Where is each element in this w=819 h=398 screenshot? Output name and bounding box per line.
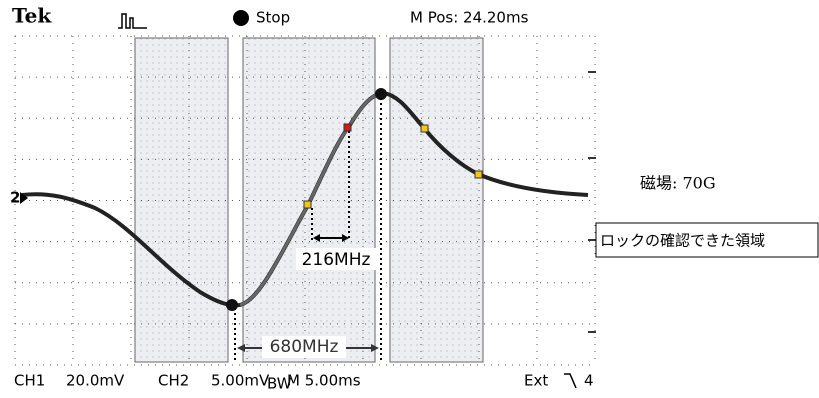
channel-marker: 2 [10, 189, 20, 207]
trace-point [226, 299, 238, 311]
screen: 216MHz 680MHz 2 Tek Stop M Pos: 24.20ms … [0, 0, 819, 394]
edge-ticks [588, 72, 596, 332]
acq-icon [118, 14, 147, 28]
ch2-scale: 5.00mV [211, 372, 270, 390]
span-label: 216MHz [302, 250, 371, 270]
run-indicator [233, 10, 249, 26]
marker-point [421, 125, 428, 132]
marker-point [304, 201, 311, 208]
ch1: CH1 [14, 372, 45, 390]
region [390, 38, 483, 362]
trigger-level: 4 [584, 372, 594, 390]
brand: Tek [12, 4, 52, 28]
timebase: M 5.00ms [287, 372, 361, 390]
position: M Pos: 24.20ms [410, 9, 529, 27]
run-state: Stop [256, 9, 290, 27]
ch2: CH2 [158, 372, 189, 390]
marker-point [475, 171, 482, 178]
marker-point [344, 124, 351, 131]
lock-note: ロックの確認できた領域 [600, 232, 765, 250]
trigger-slope [564, 374, 576, 388]
ch1-scale: 20.0mV [66, 372, 125, 390]
field-note: 磁場: 70G [640, 174, 716, 193]
span-label: 680MHz [270, 337, 339, 357]
trigger: Ext [524, 372, 548, 390]
